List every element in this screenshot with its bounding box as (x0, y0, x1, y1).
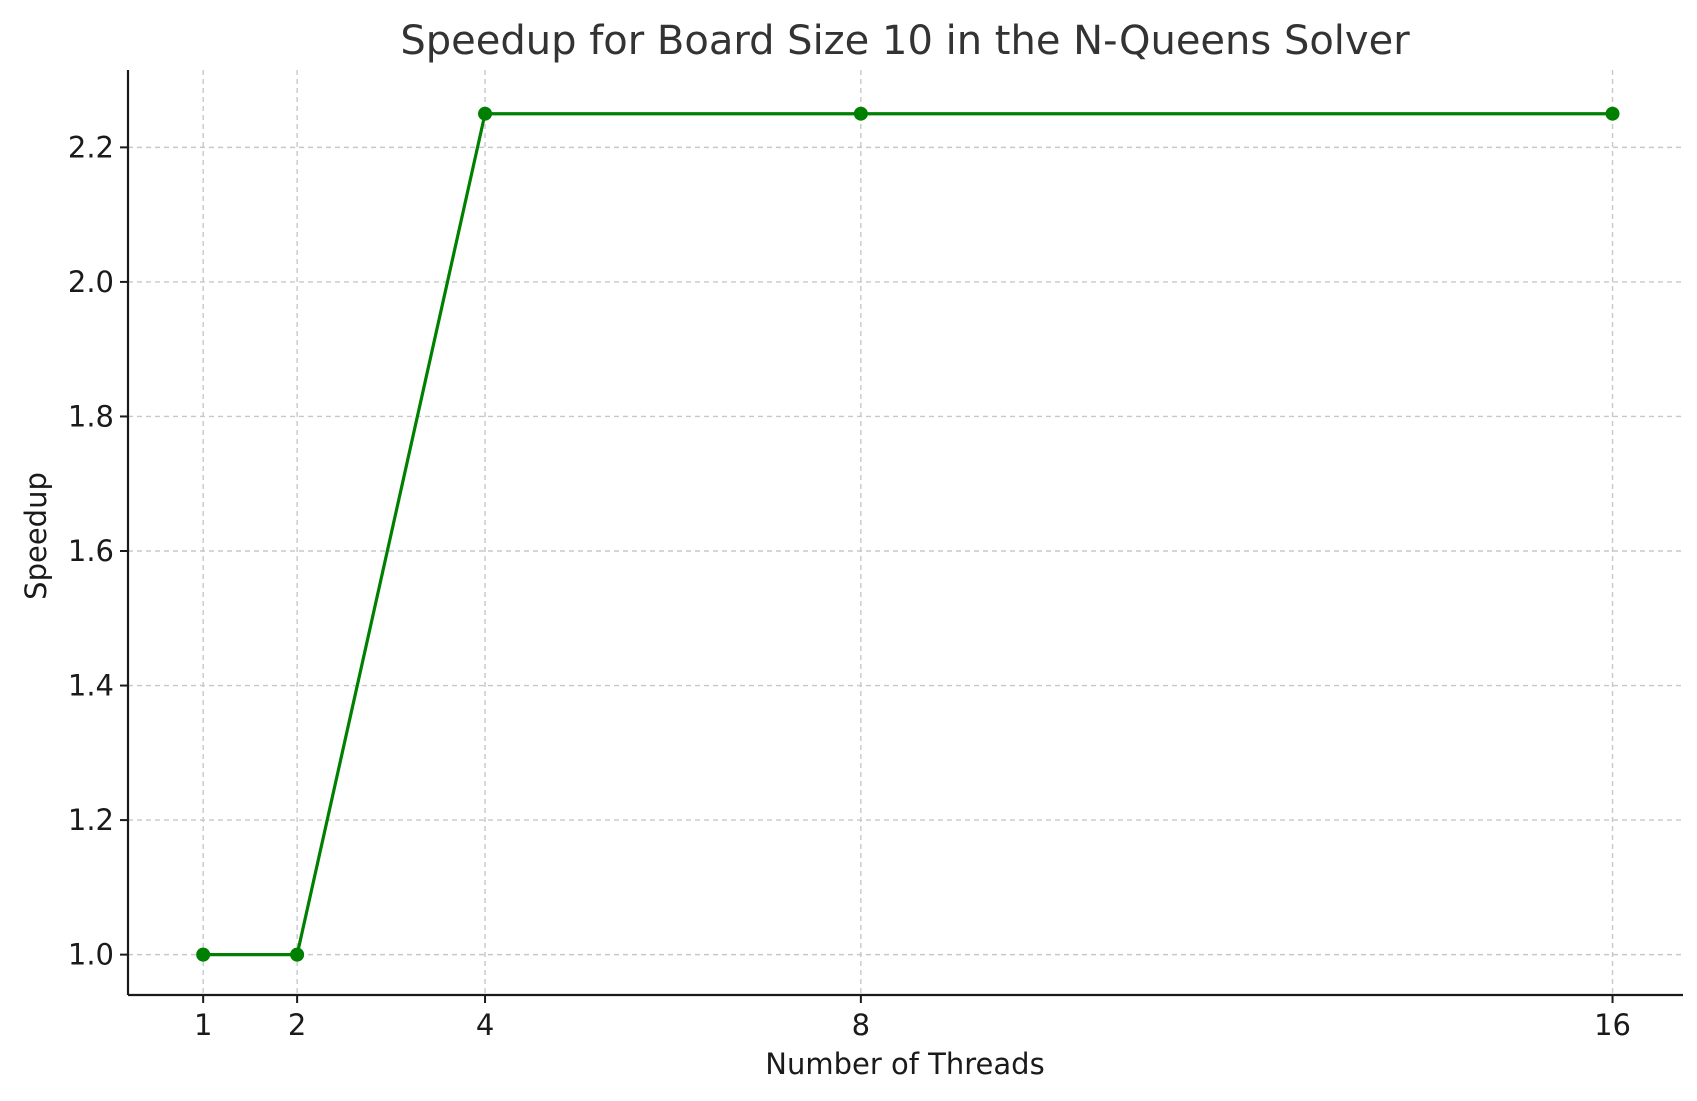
y-tick-label: 2.0 (68, 265, 114, 299)
x-tick-label: 16 (1594, 1008, 1631, 1042)
x-tick-label: 1 (194, 1008, 212, 1042)
x-tick-label: 8 (852, 1008, 870, 1042)
data-point (196, 947, 211, 962)
y-tick-label: 1.4 (68, 669, 114, 703)
y-tick-label: 1.8 (68, 399, 114, 433)
data-point (290, 947, 305, 962)
x-axis-label: Number of Threads (765, 1047, 1044, 1081)
data-point (1605, 106, 1620, 121)
y-tick-label: 1.6 (68, 534, 114, 568)
y-tick-label: 1.2 (68, 803, 114, 837)
x-axis-ticks: 1 2 4 8 16 (194, 995, 1631, 1042)
data-series (196, 106, 1620, 962)
data-point (853, 106, 868, 121)
axes (126, 70, 1683, 997)
grid-lines (128, 70, 1683, 995)
y-axis-ticks: 1.0 1.2 1.4 1.6 1.8 2.0 2.2 (68, 130, 128, 972)
y-tick-label: 1.0 (68, 938, 114, 972)
data-point (478, 106, 493, 121)
chart-title: Speedup for Board Size 10 in the N-Queen… (400, 18, 1410, 64)
series-line (203, 112, 1613, 957)
y-axis-label: Speedup (19, 472, 53, 600)
x-tick-label: 4 (476, 1008, 494, 1042)
y-tick-label: 2.2 (68, 130, 114, 164)
x-tick-label: 2 (288, 1008, 306, 1042)
